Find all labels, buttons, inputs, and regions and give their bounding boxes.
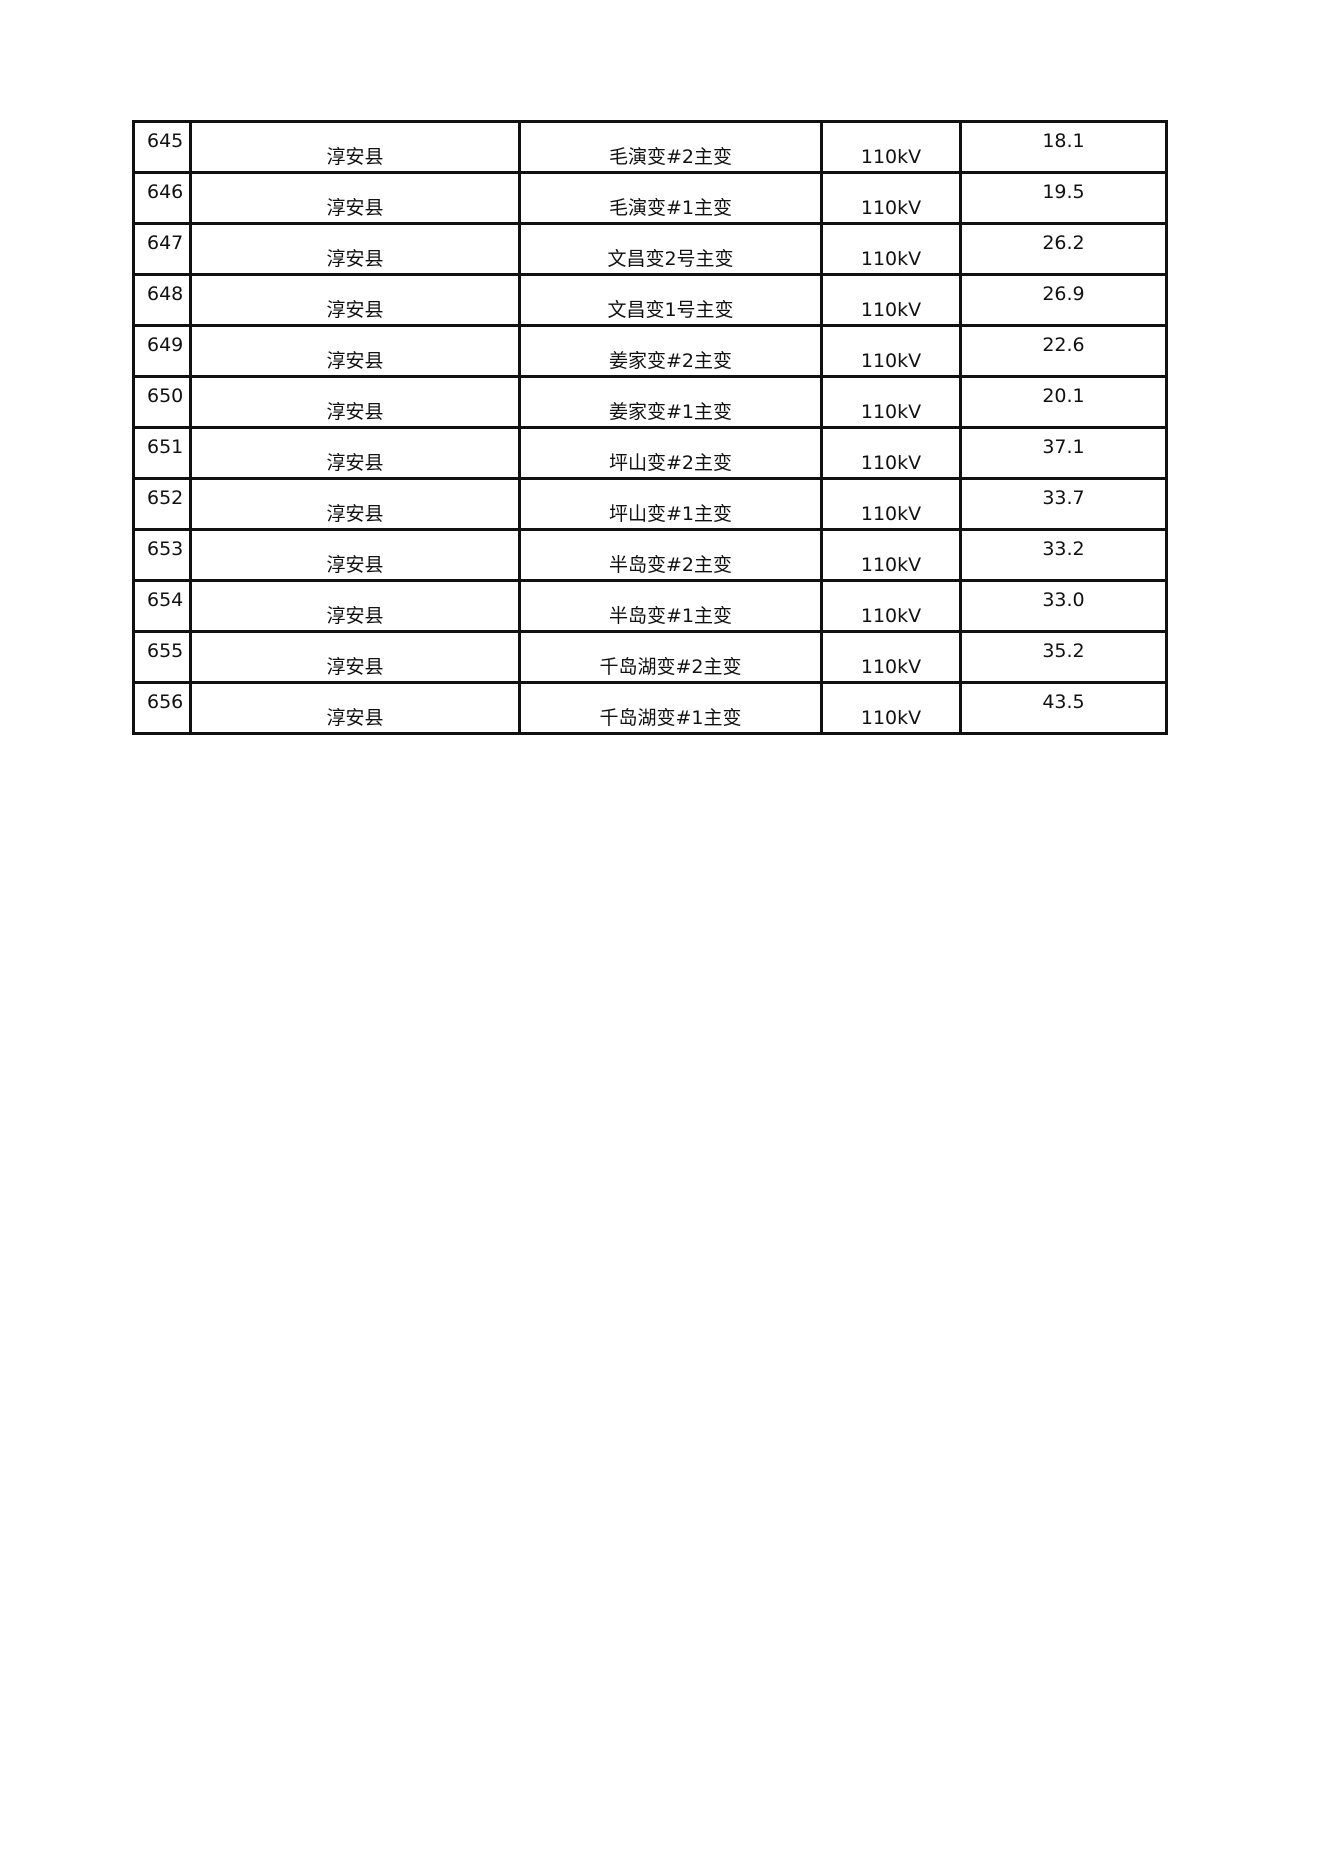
table-body: 645 淳安县 毛演变#2主变 110kV 18.1 646 淳安县 毛演变#1主变 110kV… (132, 120, 1168, 735)
row-number-cell: 649 (132, 324, 192, 378)
voltage-level-cell: 110kV (820, 222, 962, 276)
voltage-level-cell: 110kV (820, 579, 962, 633)
transformer-name-cell: 千岛湖变#2主变 (518, 630, 823, 684)
value-cell: 18.1 (959, 120, 1168, 174)
value-cell: 33.2 (959, 528, 1168, 582)
transformer-name-cell: 姜家变#2主变 (518, 324, 823, 378)
table-row: 654 淳安县 半岛变#1主变 110kV 33.0 (132, 579, 1168, 633)
transformer-name-cell: 半岛变#1主变 (518, 579, 823, 633)
transformer-name-cell: 文昌变1号主变 (518, 273, 823, 327)
county-cell: 淳安县 (189, 528, 521, 582)
county-cell: 淳安县 (189, 120, 521, 174)
transformer-name-cell: 半岛变#2主变 (518, 528, 823, 582)
value-cell: 22.6 (959, 324, 1168, 378)
transformer-name-cell: 毛演变#1主变 (518, 171, 823, 225)
transformer-table: 645 淳安县 毛演变#2主变 110kV 18.1 646 淳安县 毛演变#1主变 110kV… (132, 120, 1168, 735)
table-row: 655 淳安县 千岛湖变#2主变 110kV 35.2 (132, 630, 1168, 684)
value-cell: 20.1 (959, 375, 1168, 429)
value-cell: 33.0 (959, 579, 1168, 633)
row-number-cell: 648 (132, 273, 192, 327)
county-cell: 淳安县 (189, 324, 521, 378)
voltage-level-cell: 110kV (820, 630, 962, 684)
county-cell: 淳安县 (189, 681, 521, 735)
transformer-name-cell: 坪山变#2主变 (518, 426, 823, 480)
transformer-name-cell: 千岛湖变#1主变 (518, 681, 823, 735)
voltage-level-cell: 110kV (820, 324, 962, 378)
transformer-name-cell: 姜家变#1主变 (518, 375, 823, 429)
table-row: 650 淳安县 姜家变#1主变 110kV 20.1 (132, 375, 1168, 429)
county-cell: 淳安县 (189, 375, 521, 429)
county-cell: 淳安县 (189, 630, 521, 684)
table-row: 649 淳安县 姜家变#2主变 110kV 22.6 (132, 324, 1168, 378)
row-number-cell: 645 (132, 120, 192, 174)
voltage-level-cell: 110kV (820, 171, 962, 225)
table-row: 648 淳安县 文昌变1号主变 110kV 26.9 (132, 273, 1168, 327)
voltage-level-cell: 110kV (820, 120, 962, 174)
table-row: 656 淳安县 千岛湖变#1主变 110kV 43.5 (132, 681, 1168, 735)
row-number-cell: 652 (132, 477, 192, 531)
voltage-level-cell: 110kV (820, 528, 962, 582)
county-cell: 淳安县 (189, 222, 521, 276)
voltage-level-cell: 110kV (820, 681, 962, 735)
row-number-cell: 654 (132, 579, 192, 633)
voltage-level-cell: 110kV (820, 426, 962, 480)
transformer-name-cell: 毛演变#2主变 (518, 120, 823, 174)
row-number-cell: 651 (132, 426, 192, 480)
transformer-name-cell: 文昌变2号主变 (518, 222, 823, 276)
county-cell: 淳安县 (189, 171, 521, 225)
transformer-name-cell: 坪山变#1主变 (518, 477, 823, 531)
county-cell: 淳安县 (189, 477, 521, 531)
table-row: 651 淳安县 坪山变#2主变 110kV 37.1 (132, 426, 1168, 480)
value-cell: 33.7 (959, 477, 1168, 531)
voltage-level-cell: 110kV (820, 375, 962, 429)
table-row: 646 淳安县 毛演变#1主变 110kV 19.5 (132, 171, 1168, 225)
row-number-cell: 653 (132, 528, 192, 582)
row-number-cell: 650 (132, 375, 192, 429)
county-cell: 淳安县 (189, 426, 521, 480)
county-cell: 淳安县 (189, 273, 521, 327)
voltage-level-cell: 110kV (820, 273, 962, 327)
row-number-cell: 647 (132, 222, 192, 276)
row-number-cell: 646 (132, 171, 192, 225)
value-cell: 26.9 (959, 273, 1168, 327)
row-number-cell: 655 (132, 630, 192, 684)
table-row: 647 淳安县 文昌变2号主变 110kV 26.2 (132, 222, 1168, 276)
voltage-level-cell: 110kV (820, 477, 962, 531)
table-row: 652 淳安县 坪山变#1主变 110kV 33.7 (132, 477, 1168, 531)
value-cell: 37.1 (959, 426, 1168, 480)
row-number-cell: 656 (132, 681, 192, 735)
county-cell: 淳安县 (189, 579, 521, 633)
value-cell: 19.5 (959, 171, 1168, 225)
table-row: 653 淳安县 半岛变#2主变 110kV 33.2 (132, 528, 1168, 582)
value-cell: 43.5 (959, 681, 1168, 735)
value-cell: 26.2 (959, 222, 1168, 276)
value-cell: 35.2 (959, 630, 1168, 684)
table-row: 645 淳安县 毛演变#2主变 110kV 18.1 (132, 120, 1168, 174)
